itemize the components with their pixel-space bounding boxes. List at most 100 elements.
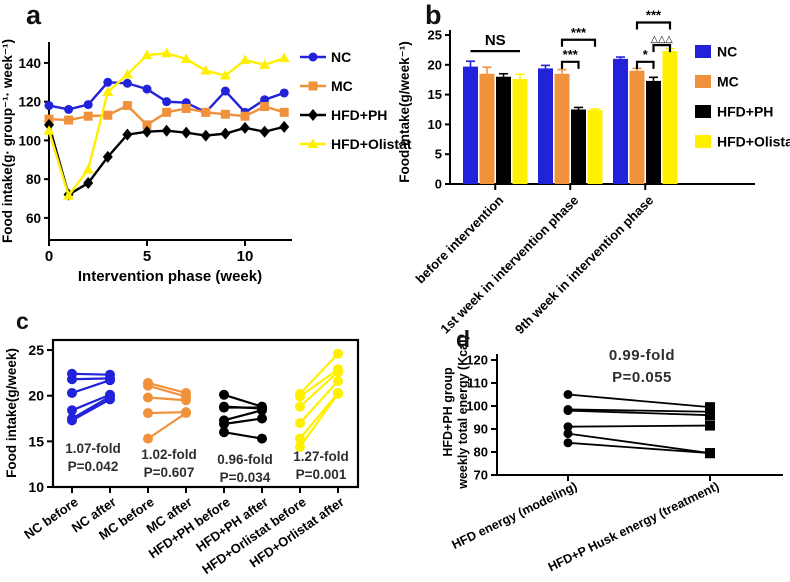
panel-b-letter: b xyxy=(425,0,442,30)
svg-text:NC before: NC before xyxy=(21,494,80,542)
svg-text:0: 0 xyxy=(45,248,53,265)
y-axis-label: Food intake(g· group⁻¹· week⁻¹) xyxy=(0,39,15,243)
svg-text:120: 120 xyxy=(466,353,488,368)
svg-text:15: 15 xyxy=(428,87,442,102)
svg-text:***: *** xyxy=(646,7,662,22)
legend-item-MC: MC xyxy=(300,78,353,94)
svg-text:100: 100 xyxy=(18,133,41,148)
y-axis-label: HFD+PH group weekly total energy (Kcal) xyxy=(441,335,470,490)
svg-text:20: 20 xyxy=(428,57,442,72)
annotation-NC: 1.07-fold P=0.042 xyxy=(65,441,121,474)
plot-frame xyxy=(51,338,360,489)
svg-text:20: 20 xyxy=(28,388,44,404)
bar-series-NC xyxy=(463,56,628,185)
y-axis: 60 80 100 120 140 xyxy=(18,56,49,226)
svg-text:25: 25 xyxy=(28,342,44,358)
significance-brackets: NS*******△△△*** xyxy=(470,7,674,69)
legend: NC MC HFD+PH HFD+Olistat xyxy=(695,44,790,150)
svg-text:80: 80 xyxy=(26,172,41,187)
svg-text:15: 15 xyxy=(28,433,44,449)
svg-text:1.02-fold: 1.02-fold xyxy=(141,447,197,462)
x-axis: 0 5 10 xyxy=(45,240,254,265)
bar-series-HFD+PH xyxy=(496,72,661,184)
svg-text:P=0.042: P=0.042 xyxy=(68,459,119,474)
svg-text:***: *** xyxy=(571,25,587,40)
panel-d-letter: d xyxy=(456,326,471,352)
svg-text:P=0.034: P=0.034 xyxy=(220,470,271,485)
svg-text:70: 70 xyxy=(474,468,488,483)
svg-text:Food intake(g/week⁻¹): Food intake(g/week⁻¹) xyxy=(397,41,412,182)
panel-d: d 70 80 90 100 110 120 HFD+PH group weekly tota… xyxy=(440,290,790,582)
axes xyxy=(496,354,783,476)
svg-text:MC: MC xyxy=(331,78,353,94)
panel-b: b 0 5 10 15 20 25 Food intake(g/week⁻¹) before … xyxy=(395,0,790,337)
svg-text:120: 120 xyxy=(18,95,41,110)
svg-text:NC: NC xyxy=(331,49,351,65)
svg-text:*: * xyxy=(643,47,649,62)
svg-text:P=0.055: P=0.055 xyxy=(612,369,672,386)
annotation-HFD+Orlistat: 1.27-fold P=0.001 xyxy=(293,449,349,482)
panel-a-letter: a xyxy=(26,0,42,30)
svg-text:Intervention phase (week): Intervention phase (week) xyxy=(78,268,262,285)
y-axis: 10 15 20 25 xyxy=(28,342,53,495)
series-HFD+Olistat xyxy=(43,47,290,200)
x-axis-categories: HFD energy (modeling)HFD+P Husk energy (… xyxy=(450,475,721,574)
svg-text:60: 60 xyxy=(26,211,41,226)
y-axis: 0 5 10 15 20 25 xyxy=(428,28,450,192)
svg-text:P=0.607: P=0.607 xyxy=(144,465,195,480)
svg-text:1.27-fold: 1.27-fold xyxy=(293,449,349,464)
paired-series-MC xyxy=(143,377,191,444)
svg-text:5: 5 xyxy=(435,147,442,162)
y-axis-label: Food intake(g/week) xyxy=(4,348,19,478)
svg-text:80: 80 xyxy=(474,445,488,460)
y-axis: 70 80 90 100 110 120 xyxy=(466,353,497,483)
legend: NC MC HFD+PH HFD+Olistat xyxy=(300,49,412,152)
svg-text:0.96-fold: 0.96-fold xyxy=(217,452,273,467)
svg-text:NC: NC xyxy=(717,44,737,60)
svg-text:***: *** xyxy=(563,47,579,62)
legend-item-MC: MC xyxy=(695,74,739,90)
annotation-fold: 0.99-fold P=0.055 xyxy=(609,347,675,386)
bar-series-MC xyxy=(479,66,645,184)
panel-c: c 10 15 20 25 Food intake(g/week) NC before NC… xyxy=(0,290,440,582)
svg-text:MC: MC xyxy=(717,74,739,90)
svg-text:HFD+PH: HFD+PH xyxy=(331,107,387,123)
svg-text:100: 100 xyxy=(466,399,488,414)
svg-text:110: 110 xyxy=(467,376,488,391)
legend-item-HFD+Olistat: HFD+Olistat xyxy=(695,134,790,150)
svg-text:10: 10 xyxy=(237,248,254,265)
legend-item-NC: NC xyxy=(695,44,737,60)
paired-series-NC xyxy=(67,368,115,426)
panel-a: a 60 80 100 120 140 0 5 10 Food intake(g· group⁻… xyxy=(0,0,412,290)
legend-item-HFD+Olistat: HFD+Olistat xyxy=(300,136,412,152)
svg-text:HFD energy (modeling): HFD energy (modeling) xyxy=(450,479,580,552)
x-axis-label: Intervention phase (week) xyxy=(78,268,262,285)
svg-text:weekly total energy (Kcal): weekly total energy (Kcal) xyxy=(456,335,470,490)
svg-text:1.07-fold: 1.07-fold xyxy=(65,441,121,456)
annotation-HFD+PH: 0.96-fold P=0.034 xyxy=(217,452,273,485)
paired-series-HFD+PH xyxy=(219,389,267,444)
svg-text:HFD+Olistat: HFD+Olistat xyxy=(717,134,790,150)
svg-text:10: 10 xyxy=(28,479,44,495)
paired-series-HFD+Orlistat xyxy=(295,348,343,452)
legend-item-NC: NC xyxy=(300,49,351,65)
svg-text:5: 5 xyxy=(143,248,151,265)
svg-text:25: 25 xyxy=(428,28,442,43)
svg-text:NS: NS xyxy=(485,32,506,49)
svg-text:HFD+PH group: HFD+PH group xyxy=(441,367,455,457)
panel-a-line-chart: 60 80 100 120 140 0 5 10 Food intake(g· group⁻¹·… xyxy=(0,39,412,285)
svg-text:△△△: △△△ xyxy=(651,34,674,45)
series-MC xyxy=(44,101,289,130)
svg-text:10: 10 xyxy=(428,117,442,132)
axes xyxy=(48,42,292,241)
svg-text:HFD+Olistat: HFD+Olistat xyxy=(331,136,412,152)
svg-text:P=0.001: P=0.001 xyxy=(296,467,347,482)
svg-text:140: 140 xyxy=(18,56,41,71)
bar-groups xyxy=(463,47,678,185)
svg-text:0.99-fold: 0.99-fold xyxy=(609,347,675,364)
